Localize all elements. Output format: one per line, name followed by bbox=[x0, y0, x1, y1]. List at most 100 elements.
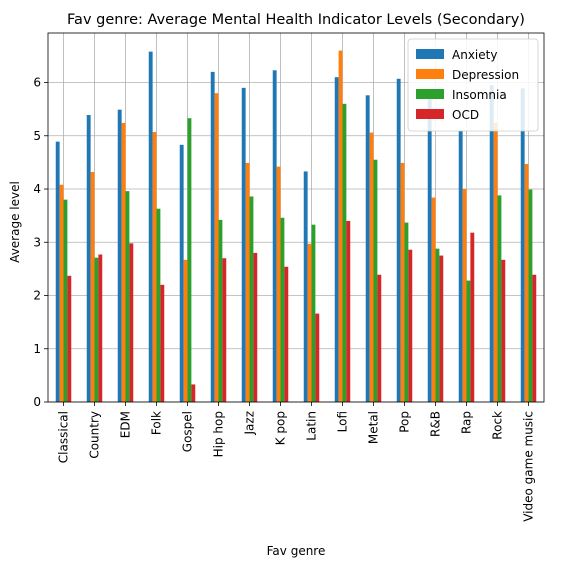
legend-entry: Insomnia bbox=[452, 88, 507, 102]
bar-ocd bbox=[315, 313, 320, 402]
bar-insomnia bbox=[342, 103, 347, 403]
x-tick-label: Hip hop bbox=[212, 411, 226, 457]
bar-insomnia bbox=[94, 257, 99, 402]
y-tick-label: 6 bbox=[33, 76, 41, 90]
y-tick-label: 0 bbox=[33, 395, 41, 409]
legend-swatch bbox=[416, 89, 444, 99]
bar-depression bbox=[400, 162, 405, 402]
x-tick-label: Rap bbox=[460, 411, 474, 434]
bar-ocd bbox=[501, 259, 506, 402]
bar-ocd bbox=[129, 243, 134, 402]
bar-depression bbox=[369, 132, 374, 403]
bar-depression bbox=[121, 122, 126, 403]
bar-insomnia bbox=[280, 217, 285, 402]
bar-insomnia bbox=[404, 222, 409, 402]
bar-depression bbox=[338, 50, 343, 402]
bar-anxiety bbox=[520, 88, 525, 403]
y-tick-label: 2 bbox=[33, 289, 41, 303]
plot-frame bbox=[47, 32, 545, 403]
bar-ocd bbox=[284, 266, 289, 402]
bar-insomnia bbox=[373, 159, 378, 402]
bar-insomnia bbox=[249, 196, 254, 402]
bar-ocd bbox=[191, 384, 196, 402]
bar-depression bbox=[214, 93, 219, 403]
x-tick-label: Classical bbox=[57, 411, 71, 463]
bar-depression bbox=[307, 243, 312, 402]
bar-anxiety bbox=[86, 115, 91, 402]
bar-ocd bbox=[222, 258, 227, 402]
bar-ocd bbox=[253, 252, 258, 402]
x-tick-label: Rock bbox=[491, 411, 505, 440]
bar-depression bbox=[183, 259, 188, 402]
bar-anxiety bbox=[179, 144, 184, 402]
x-tick-label: Video game music bbox=[522, 411, 536, 522]
x-axis-label: Fav genre bbox=[267, 544, 326, 558]
legend-swatch bbox=[416, 49, 444, 59]
x-tick-label: Country bbox=[88, 411, 102, 459]
x-tick-label: Pop bbox=[398, 411, 412, 433]
legend-entry: OCD bbox=[452, 108, 479, 122]
x-tick-label: EDM bbox=[119, 411, 133, 438]
x-tick-label: Lofi bbox=[336, 411, 350, 432]
y-axis-label: Average level bbox=[8, 181, 22, 263]
chart-title: Fav genre: Average Mental Health Indicat… bbox=[67, 12, 525, 28]
legend-entry: Anxiety bbox=[452, 48, 497, 62]
bar-ocd bbox=[98, 254, 103, 402]
bar-anxiety bbox=[210, 71, 215, 403]
bar-anxiety bbox=[241, 87, 246, 403]
bar-anxiety bbox=[272, 70, 277, 402]
legend-entry: Depression bbox=[452, 68, 519, 82]
bar-ocd bbox=[346, 220, 351, 402]
y-tick-label: 5 bbox=[33, 129, 41, 143]
bar-depression bbox=[59, 184, 64, 402]
bar-ocd bbox=[532, 274, 537, 402]
y-tick-label: 3 bbox=[33, 235, 41, 249]
y-tick-label: 1 bbox=[33, 342, 41, 356]
bar-insomnia bbox=[63, 199, 68, 402]
bar-depression bbox=[90, 171, 95, 402]
bar-ocd bbox=[160, 284, 165, 402]
bar-insomnia bbox=[125, 191, 130, 402]
bar-insomnia bbox=[311, 224, 316, 402]
bar-anxiety bbox=[365, 95, 370, 402]
bar-insomnia bbox=[218, 219, 223, 402]
bar-insomnia bbox=[156, 208, 161, 402]
x-tick-label: R&B bbox=[429, 411, 443, 437]
bar-anxiety bbox=[117, 109, 122, 402]
bar-depression bbox=[276, 166, 281, 402]
bars bbox=[55, 50, 537, 403]
bar-depression bbox=[431, 197, 436, 402]
bar-anxiety bbox=[396, 78, 401, 402]
bar-anxiety bbox=[148, 51, 153, 403]
bar-ocd bbox=[408, 249, 413, 402]
bar-depression bbox=[524, 163, 529, 402]
bar-depression bbox=[245, 162, 250, 402]
bar-ocd bbox=[470, 232, 475, 402]
bar-ocd bbox=[439, 255, 444, 402]
bar-insomnia bbox=[528, 189, 533, 402]
x-tick-label: Latin bbox=[305, 411, 319, 441]
x-tick-label: K pop bbox=[274, 411, 288, 445]
bar-insomnia bbox=[187, 118, 192, 403]
x-tick-label: Metal bbox=[367, 411, 381, 444]
bar-ocd bbox=[377, 274, 382, 402]
x-tick-label: Gospel bbox=[181, 411, 195, 452]
bar-anxiety bbox=[458, 130, 463, 402]
legend-swatch bbox=[416, 109, 444, 119]
bar-anxiety bbox=[303, 171, 308, 402]
y-tick-label: 4 bbox=[33, 182, 41, 196]
bar-insomnia bbox=[466, 280, 471, 402]
x-tick-label: Folk bbox=[150, 411, 164, 435]
bar-ocd bbox=[67, 275, 72, 402]
bar-depression bbox=[462, 189, 467, 402]
legend-swatch bbox=[416, 69, 444, 79]
bar-depression bbox=[152, 132, 157, 403]
x-axis: Classical Country EDM Folk Gospel Hip hop Jazz… bbox=[57, 402, 536, 522]
bar-anxiety bbox=[334, 77, 339, 403]
bar-insomnia bbox=[497, 195, 502, 402]
bar-insomnia bbox=[435, 248, 440, 402]
legend: Anxiety Depression Insomnia OCD bbox=[407, 38, 539, 132]
bar-anxiety bbox=[489, 85, 494, 402]
legend-box bbox=[407, 38, 539, 132]
